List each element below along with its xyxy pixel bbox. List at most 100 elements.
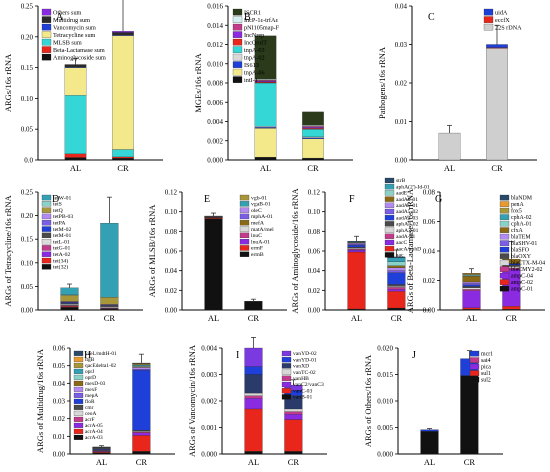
legend-swatch bbox=[281, 363, 292, 369]
x-tick-label: CR bbox=[464, 457, 476, 467]
legend-swatch bbox=[281, 375, 292, 381]
bar-segment bbox=[100, 306, 119, 308]
x-tick-label: CR bbox=[506, 313, 518, 323]
legend-label: tetPB-03 bbox=[53, 214, 73, 220]
legend-swatch bbox=[483, 8, 494, 16]
y-tick-label: 0.20 bbox=[21, 212, 34, 220]
bar-segment bbox=[462, 286, 481, 288]
legend-swatch bbox=[239, 207, 250, 213]
bar-segment bbox=[244, 366, 263, 375]
legend-swatch bbox=[41, 46, 52, 53]
y-tick-label: 0.02 bbox=[53, 415, 66, 423]
legend-label: IS613 bbox=[244, 62, 259, 69]
legend-label: Multidrug sum bbox=[53, 17, 90, 24]
y-tick-label: 0.012 bbox=[207, 41, 223, 49]
legend-label: acrF bbox=[85, 417, 95, 423]
x-tick-label: AL bbox=[424, 457, 435, 467]
legend-swatch bbox=[41, 264, 52, 270]
legend-label: intI-1 bbox=[244, 77, 258, 84]
y-tick-label: 0.004 bbox=[207, 118, 223, 126]
y-tick-label: 0.001 bbox=[201, 424, 217, 432]
bar-segment bbox=[254, 82, 277, 127]
legend-swatch bbox=[73, 356, 84, 362]
legend-label: tnpA-03 bbox=[244, 47, 265, 54]
legend-swatch bbox=[469, 350, 480, 357]
y-tick-label: 0.0 bbox=[24, 157, 33, 165]
y-tick-label: 0.10 bbox=[165, 208, 178, 216]
x-tick-label: AL bbox=[466, 313, 477, 323]
y-tick-label: 0.010 bbox=[207, 60, 223, 68]
bar-segment bbox=[112, 149, 134, 158]
legend-label: strB bbox=[396, 178, 406, 184]
y-tick-label: 0.015 bbox=[377, 371, 393, 379]
bar-segment bbox=[64, 95, 87, 154]
legend-label: IncP-1ε-trfAε bbox=[244, 17, 278, 24]
bar-segment bbox=[302, 138, 324, 159]
legend-swatch bbox=[232, 46, 243, 53]
legend-swatch bbox=[499, 272, 510, 279]
bar-segment bbox=[347, 248, 366, 251]
bar-segment bbox=[284, 411, 303, 415]
legend-label: tetM-01 bbox=[53, 233, 71, 239]
bar-segment bbox=[64, 153, 87, 158]
panel-letter: G bbox=[435, 194, 442, 205]
legend-label: tetA-02 bbox=[53, 252, 71, 258]
bar-segment bbox=[502, 306, 521, 310]
legend-swatch bbox=[73, 428, 84, 434]
legend-swatch bbox=[41, 251, 52, 257]
legend-label: ttgB bbox=[85, 357, 95, 363]
legend-label: Tetracycline sum bbox=[53, 32, 96, 39]
panel-i: 0.000 0.001 0.002 0.003 0.004 ARGs of Vancomy… bbox=[187, 336, 327, 467]
legend-label: penA bbox=[511, 202, 525, 208]
bar-segment bbox=[254, 80, 277, 83]
x-tick-label: CR bbox=[288, 457, 300, 467]
y-tick-label: 0.000 bbox=[377, 451, 393, 459]
bar-segment bbox=[387, 287, 406, 290]
legend-swatch bbox=[239, 201, 250, 207]
y-tick-label: 0.02 bbox=[165, 287, 178, 295]
legend-swatch bbox=[384, 221, 395, 227]
legend-swatch bbox=[41, 38, 52, 46]
legend-label: aadA9-01 bbox=[396, 197, 418, 203]
legend-swatch bbox=[469, 370, 480, 376]
legend-swatch bbox=[239, 232, 250, 239]
panel-e: 0.00 0.02 0.04 0.06 0.08 0.10 0.12 ARGs of MLSB… bbox=[147, 189, 287, 323]
legend-label: cphA-02 bbox=[511, 215, 532, 221]
y-tick-label: 0.03 bbox=[53, 398, 66, 406]
bar-segment bbox=[302, 125, 324, 127]
y-tick-label: 0.000 bbox=[207, 157, 223, 165]
y-axis-label: ARGs of MLSB/16s rRNA bbox=[147, 204, 157, 298]
legend-label: aphA(2')-Id-01 bbox=[396, 183, 430, 190]
legend-swatch bbox=[499, 259, 510, 266]
legend-swatch bbox=[239, 213, 250, 220]
bar-segment bbox=[254, 128, 277, 158]
legend-swatch bbox=[469, 363, 480, 370]
legend-swatch bbox=[499, 240, 510, 246]
bar-segment bbox=[347, 243, 366, 246]
y-tick-label: 0.01 bbox=[53, 433, 66, 441]
bar-segment bbox=[387, 261, 406, 266]
legend-label: aadE bbox=[396, 191, 408, 197]
legend-label: aadA-01 bbox=[396, 234, 415, 240]
legend-swatch bbox=[232, 38, 243, 46]
legend-label: tnpA-06 bbox=[244, 70, 265, 77]
x-tick-label: CR bbox=[307, 163, 319, 173]
legend-label: acrA-05 bbox=[85, 423, 103, 429]
bar-segment bbox=[438, 132, 461, 161]
legend-label: vanC-03 bbox=[293, 388, 312, 394]
bar-segment bbox=[244, 301, 263, 311]
y-tick-label: 0.10 bbox=[21, 95, 34, 103]
panel-j: 0.000 0.005 0.010 0.015 0.020 ARGs of Others/… bbox=[363, 345, 503, 467]
legend-label: ermF bbox=[251, 246, 263, 252]
legend-swatch bbox=[239, 245, 250, 251]
bar-segment bbox=[60, 302, 79, 304]
bar-segment bbox=[244, 392, 263, 396]
legend-label: qacEdelta1-02 bbox=[85, 363, 116, 369]
bar-segment bbox=[60, 295, 79, 302]
legend-label: aacC bbox=[396, 240, 407, 246]
legend-label: tetW-01 bbox=[53, 195, 71, 201]
bar-segment bbox=[244, 347, 263, 367]
legend-label: blaCTX-M-04 bbox=[511, 261, 545, 267]
x-tick-label: AL bbox=[248, 457, 259, 467]
bar-segment bbox=[112, 35, 134, 150]
